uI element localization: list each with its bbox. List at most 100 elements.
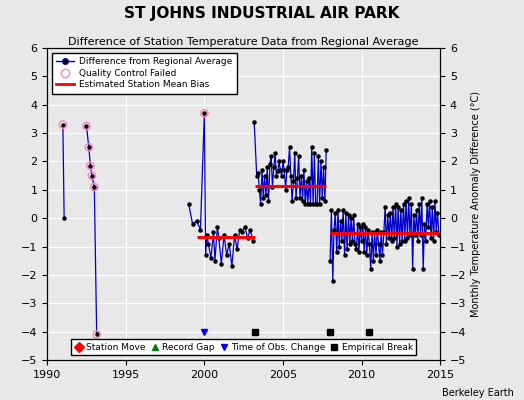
Point [90, 184, 99, 190]
Point [84, 144, 93, 150]
Point [388, 238, 396, 244]
Point [405, 195, 413, 202]
Point [279, 158, 287, 165]
Point [223, 252, 231, 258]
Point [331, 209, 340, 216]
Point [345, 240, 354, 247]
Point [256, 201, 265, 207]
Point [322, 147, 330, 153]
Point [407, 201, 416, 207]
Point [253, 172, 261, 179]
Point [274, 168, 282, 174]
Point [373, 226, 381, 233]
Point [337, 238, 346, 244]
Point [368, 229, 376, 236]
Legend: Station Move, Record Gap, Time of Obs. Change, Empirical Break: Station Move, Record Gap, Time of Obs. C… [71, 339, 416, 356]
Point [333, 249, 341, 256]
Point [203, 232, 211, 238]
Point [364, 226, 373, 233]
Point [335, 243, 343, 250]
Point [215, 235, 223, 241]
Point [201, 252, 210, 258]
Point [385, 235, 393, 241]
Point [428, 204, 436, 210]
Point [377, 229, 385, 236]
Point [88, 172, 96, 179]
Point [392, 243, 401, 250]
Point [284, 164, 292, 170]
Point [217, 260, 225, 267]
Point [266, 161, 274, 168]
Point [192, 218, 201, 224]
Point [400, 238, 409, 244]
Point [336, 218, 345, 224]
Point [309, 201, 318, 207]
Point [416, 232, 424, 238]
Title: Difference of Station Temperature Data from Regional Average: Difference of Station Temperature Data f… [69, 37, 419, 47]
Point [298, 198, 307, 204]
Point [92, 331, 101, 338]
Point [433, 209, 442, 216]
Point [394, 204, 402, 210]
Point [418, 195, 426, 202]
Point [233, 246, 241, 252]
Point [272, 172, 280, 179]
Point [225, 240, 233, 247]
Point [319, 164, 328, 170]
Point [412, 206, 421, 213]
Point [303, 201, 312, 207]
Point [59, 121, 67, 128]
Point [424, 224, 432, 230]
Point [420, 221, 429, 227]
Point [425, 198, 434, 204]
Point [268, 184, 277, 190]
Point [289, 178, 298, 184]
Point [352, 246, 361, 252]
Point [294, 152, 303, 159]
Point [403, 235, 412, 241]
Point [301, 201, 310, 207]
Point [415, 201, 423, 207]
Point [397, 206, 405, 213]
Point [360, 249, 368, 256]
Point [235, 226, 244, 233]
Point [310, 150, 319, 156]
Point [411, 232, 420, 238]
Point [339, 206, 347, 213]
Point [344, 212, 353, 218]
Point [351, 240, 359, 247]
Point [372, 252, 380, 258]
Point [292, 195, 300, 202]
Point [390, 235, 398, 241]
Point [347, 215, 355, 221]
Point [196, 226, 204, 233]
Point [353, 221, 362, 227]
Point [435, 232, 443, 238]
Point [408, 266, 417, 272]
Point [84, 144, 93, 150]
Point [342, 209, 350, 216]
Y-axis label: Monthly Temperature Anomaly Difference (°C): Monthly Temperature Anomaly Difference (… [471, 91, 481, 317]
Point [227, 263, 236, 270]
Point [380, 229, 388, 236]
Point [281, 187, 290, 193]
Point [286, 144, 294, 150]
Point [296, 195, 304, 202]
Point [376, 258, 384, 264]
Point [315, 201, 324, 207]
Point [348, 238, 357, 244]
Point [311, 201, 320, 207]
Point [276, 167, 285, 173]
Point [355, 249, 363, 256]
Point [398, 238, 406, 244]
Point [60, 215, 68, 221]
Point [406, 232, 414, 238]
Point [280, 167, 288, 173]
Point [259, 195, 267, 202]
Point [275, 158, 283, 165]
Point [246, 226, 255, 233]
Point [317, 158, 325, 165]
Point [306, 201, 314, 207]
Point [431, 198, 439, 204]
Point [90, 184, 99, 190]
